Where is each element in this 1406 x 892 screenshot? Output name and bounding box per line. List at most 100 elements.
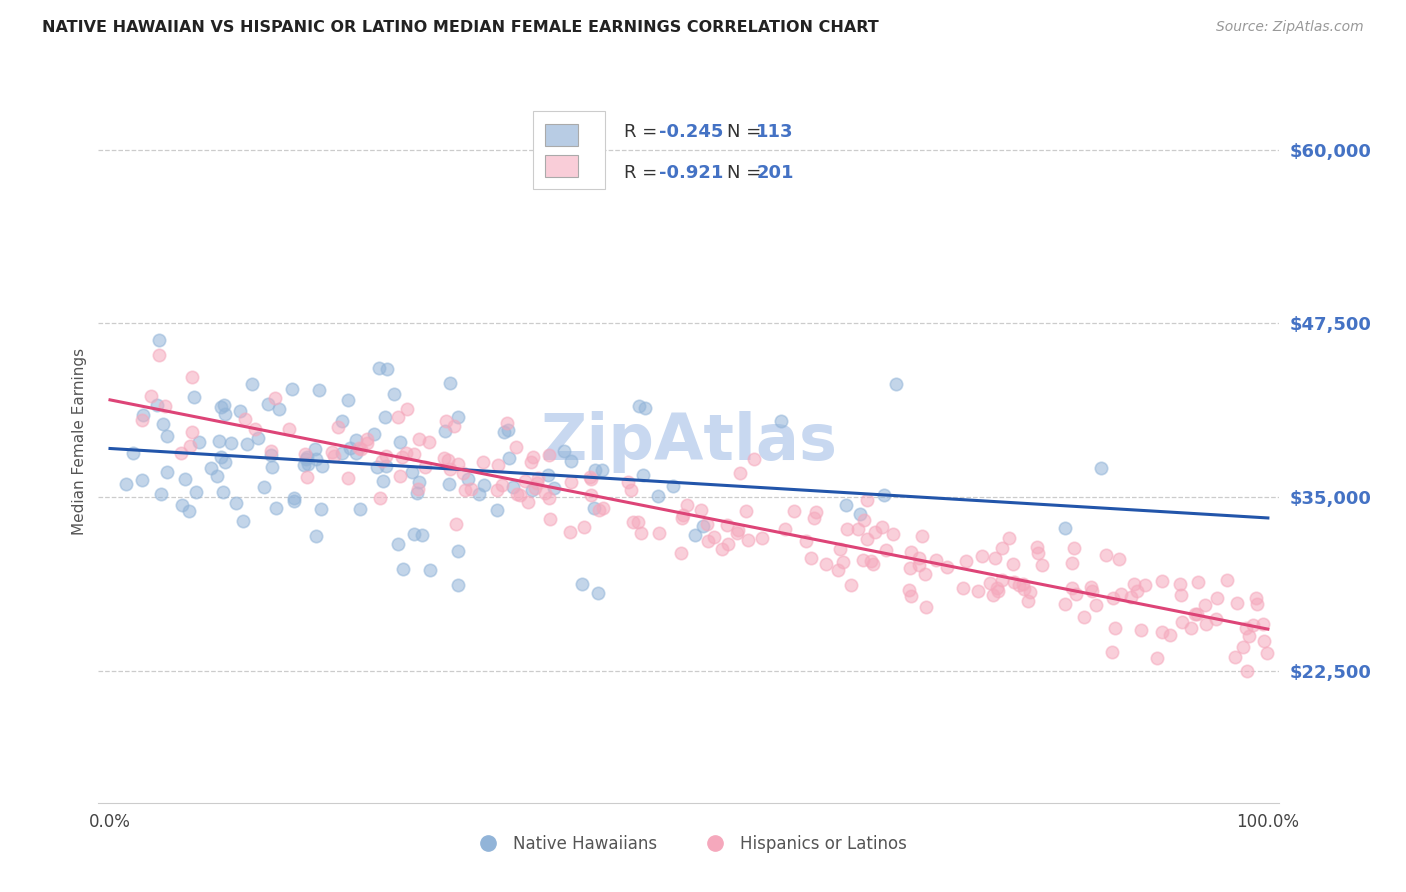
Text: 113: 113 [756, 123, 794, 141]
Point [1159, 628, 1181, 642]
Point [256, 397, 278, 411]
Point [454, 483, 477, 497]
Point [1223, 649, 1246, 664]
Point [260, 449, 283, 463]
Point [457, 472, 479, 486]
Point [304, 442, 326, 456]
Point [509, 488, 531, 502]
Text: 201: 201 [756, 164, 794, 182]
Point [538, 448, 561, 462]
Point [696, 516, 718, 531]
Point [634, 401, 657, 415]
Text: Source: ZipAtlas.com: Source: ZipAtlas.com [1216, 20, 1364, 34]
Point [214, 399, 236, 413]
Point [346, 446, 368, 460]
Point [697, 533, 720, 548]
Point [186, 485, 208, 500]
Point [1152, 625, 1174, 640]
Point [502, 480, 524, 494]
Point [491, 477, 513, 491]
Point [1060, 581, 1083, 595]
Point [447, 409, 470, 424]
Point [578, 469, 600, 483]
Point [1031, 558, 1053, 572]
Point [181, 370, 204, 384]
Point [585, 462, 607, 476]
Point [1109, 587, 1132, 601]
Point [520, 455, 543, 469]
Point [122, 446, 145, 460]
Point [1195, 616, 1218, 631]
Point [1135, 578, 1157, 592]
Point [145, 398, 167, 412]
Point [517, 495, 540, 509]
Point [925, 552, 948, 566]
Point [727, 523, 749, 537]
Point [835, 522, 858, 536]
Point [188, 435, 211, 450]
Point [253, 480, 276, 494]
Point [970, 549, 993, 564]
Point [1122, 577, 1144, 591]
Point [1094, 548, 1116, 562]
Point [742, 452, 765, 467]
Point [582, 501, 605, 516]
Point [1090, 461, 1112, 475]
Point [800, 550, 823, 565]
Point [914, 600, 936, 615]
Point [260, 444, 283, 458]
Point [581, 472, 603, 486]
Point [717, 537, 740, 551]
Point [1080, 584, 1102, 599]
Point [1253, 633, 1275, 648]
Point [356, 432, 378, 446]
Point [560, 524, 582, 539]
Point [1226, 596, 1249, 610]
Point [1080, 580, 1102, 594]
Point [1025, 540, 1047, 554]
Point [498, 451, 520, 466]
Point [447, 457, 470, 471]
Point [411, 528, 433, 542]
Point [1184, 607, 1206, 622]
Point [533, 485, 555, 500]
Point [170, 446, 193, 460]
Point [672, 508, 695, 522]
Point [148, 333, 170, 347]
Point [297, 457, 319, 471]
Point [304, 529, 326, 543]
Point [374, 450, 396, 464]
Point [1119, 590, 1142, 604]
Point [349, 442, 371, 456]
Point [900, 589, 922, 603]
Point [283, 491, 305, 506]
Point [472, 477, 495, 491]
Point [1054, 598, 1077, 612]
Point [628, 399, 651, 413]
Point [437, 453, 460, 467]
Point [283, 493, 305, 508]
Point [728, 467, 751, 481]
Point [538, 491, 561, 506]
Point [486, 458, 509, 472]
Point [1194, 598, 1216, 612]
Point [773, 522, 796, 536]
Point [1104, 621, 1126, 635]
Point [735, 504, 758, 518]
Point [180, 425, 202, 439]
Point [671, 510, 693, 524]
Point [368, 361, 391, 376]
Point [852, 553, 875, 567]
Point [294, 447, 316, 461]
Point [1126, 584, 1149, 599]
Point [804, 505, 827, 519]
Point [543, 482, 565, 496]
Point [496, 416, 519, 430]
Point [214, 407, 236, 421]
Point [591, 463, 613, 477]
Point [1244, 591, 1267, 605]
Point [560, 453, 582, 467]
Point [139, 389, 162, 403]
Point [494, 425, 516, 439]
Point [225, 495, 247, 509]
